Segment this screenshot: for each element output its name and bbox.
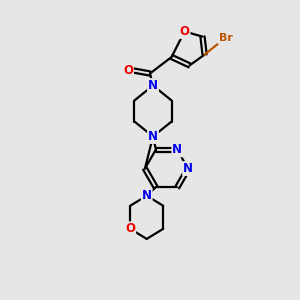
Text: O: O [179, 25, 190, 38]
Text: N: N [148, 130, 158, 143]
Text: N: N [148, 79, 158, 92]
Text: N: N [172, 143, 182, 156]
Text: N: N [142, 189, 152, 202]
Text: O: O [123, 64, 133, 77]
Text: N: N [183, 162, 193, 175]
Text: O: O [125, 222, 135, 235]
Text: Br: Br [219, 33, 232, 43]
